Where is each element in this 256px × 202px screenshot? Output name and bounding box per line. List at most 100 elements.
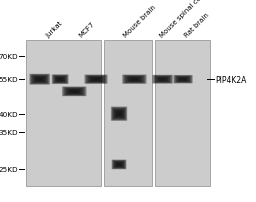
- FancyBboxPatch shape: [181, 79, 185, 81]
- FancyBboxPatch shape: [89, 77, 103, 82]
- FancyBboxPatch shape: [66, 89, 82, 95]
- FancyBboxPatch shape: [113, 161, 125, 168]
- FancyBboxPatch shape: [114, 109, 124, 119]
- Text: 55KD: 55KD: [0, 77, 18, 83]
- FancyBboxPatch shape: [175, 76, 191, 83]
- FancyBboxPatch shape: [30, 75, 49, 85]
- FancyBboxPatch shape: [128, 77, 141, 82]
- FancyBboxPatch shape: [160, 79, 165, 81]
- Text: 25KD: 25KD: [0, 166, 18, 172]
- FancyBboxPatch shape: [124, 76, 145, 84]
- FancyBboxPatch shape: [69, 90, 80, 94]
- FancyBboxPatch shape: [70, 90, 79, 94]
- FancyBboxPatch shape: [67, 89, 81, 95]
- FancyBboxPatch shape: [68, 89, 80, 94]
- FancyBboxPatch shape: [157, 78, 168, 82]
- FancyBboxPatch shape: [174, 76, 192, 84]
- FancyBboxPatch shape: [116, 163, 122, 166]
- FancyBboxPatch shape: [115, 111, 123, 117]
- FancyBboxPatch shape: [63, 87, 86, 96]
- FancyBboxPatch shape: [179, 78, 187, 81]
- FancyBboxPatch shape: [180, 79, 186, 81]
- Text: 35KD: 35KD: [0, 129, 18, 135]
- FancyBboxPatch shape: [56, 77, 65, 82]
- Bar: [155, 40, 210, 186]
- Text: PIP4K2A: PIP4K2A: [215, 75, 247, 84]
- FancyBboxPatch shape: [115, 162, 123, 167]
- FancyBboxPatch shape: [92, 78, 100, 82]
- Text: 40KD: 40KD: [0, 111, 18, 117]
- FancyBboxPatch shape: [126, 77, 142, 83]
- FancyBboxPatch shape: [113, 108, 125, 120]
- FancyBboxPatch shape: [116, 112, 122, 117]
- FancyBboxPatch shape: [35, 77, 44, 82]
- FancyBboxPatch shape: [90, 77, 102, 82]
- Bar: [26, 40, 101, 186]
- FancyBboxPatch shape: [57, 78, 63, 82]
- FancyBboxPatch shape: [113, 160, 125, 169]
- Text: Mouse brain: Mouse brain: [123, 4, 157, 38]
- FancyBboxPatch shape: [34, 77, 46, 83]
- FancyBboxPatch shape: [122, 75, 147, 84]
- FancyBboxPatch shape: [54, 76, 67, 84]
- FancyBboxPatch shape: [175, 76, 191, 83]
- FancyBboxPatch shape: [64, 88, 85, 96]
- FancyBboxPatch shape: [154, 76, 171, 83]
- FancyBboxPatch shape: [71, 90, 78, 93]
- FancyBboxPatch shape: [112, 160, 126, 169]
- FancyBboxPatch shape: [114, 110, 124, 118]
- FancyBboxPatch shape: [92, 78, 100, 81]
- FancyBboxPatch shape: [131, 78, 138, 81]
- FancyBboxPatch shape: [115, 110, 123, 118]
- FancyBboxPatch shape: [157, 77, 168, 82]
- Text: Jurkat: Jurkat: [45, 20, 63, 38]
- FancyBboxPatch shape: [115, 162, 123, 167]
- FancyBboxPatch shape: [152, 75, 173, 84]
- Bar: [104, 40, 152, 186]
- FancyBboxPatch shape: [53, 76, 67, 84]
- FancyBboxPatch shape: [111, 107, 127, 121]
- FancyBboxPatch shape: [91, 78, 101, 82]
- FancyBboxPatch shape: [132, 79, 137, 81]
- FancyBboxPatch shape: [31, 75, 49, 84]
- FancyBboxPatch shape: [32, 76, 47, 84]
- FancyBboxPatch shape: [112, 108, 126, 120]
- FancyBboxPatch shape: [36, 78, 44, 82]
- Text: Mouse spinal cord: Mouse spinal cord: [159, 0, 208, 38]
- FancyBboxPatch shape: [65, 88, 84, 96]
- FancyBboxPatch shape: [113, 109, 125, 119]
- FancyBboxPatch shape: [177, 77, 189, 83]
- Text: 70KD: 70KD: [0, 54, 18, 60]
- FancyBboxPatch shape: [55, 77, 65, 83]
- FancyBboxPatch shape: [155, 77, 170, 83]
- FancyBboxPatch shape: [111, 107, 127, 121]
- FancyBboxPatch shape: [56, 78, 64, 82]
- FancyBboxPatch shape: [117, 163, 121, 166]
- FancyBboxPatch shape: [125, 76, 143, 83]
- FancyBboxPatch shape: [154, 76, 172, 84]
- FancyBboxPatch shape: [117, 113, 121, 116]
- Text: MCF7: MCF7: [78, 21, 96, 38]
- FancyBboxPatch shape: [130, 78, 139, 82]
- FancyBboxPatch shape: [177, 77, 189, 82]
- FancyBboxPatch shape: [159, 78, 166, 81]
- FancyBboxPatch shape: [116, 162, 122, 167]
- FancyBboxPatch shape: [34, 77, 45, 83]
- FancyBboxPatch shape: [52, 75, 69, 85]
- FancyBboxPatch shape: [176, 77, 190, 83]
- FancyBboxPatch shape: [117, 163, 121, 166]
- FancyBboxPatch shape: [58, 79, 62, 81]
- FancyBboxPatch shape: [114, 161, 124, 168]
- FancyBboxPatch shape: [88, 76, 104, 83]
- FancyBboxPatch shape: [158, 78, 167, 82]
- FancyBboxPatch shape: [114, 161, 124, 168]
- FancyBboxPatch shape: [156, 77, 169, 83]
- FancyBboxPatch shape: [159, 78, 166, 81]
- FancyBboxPatch shape: [54, 76, 66, 83]
- FancyBboxPatch shape: [86, 76, 106, 84]
- FancyBboxPatch shape: [88, 77, 104, 83]
- FancyBboxPatch shape: [33, 76, 46, 83]
- FancyBboxPatch shape: [178, 78, 188, 82]
- FancyBboxPatch shape: [179, 78, 187, 82]
- FancyBboxPatch shape: [87, 76, 105, 83]
